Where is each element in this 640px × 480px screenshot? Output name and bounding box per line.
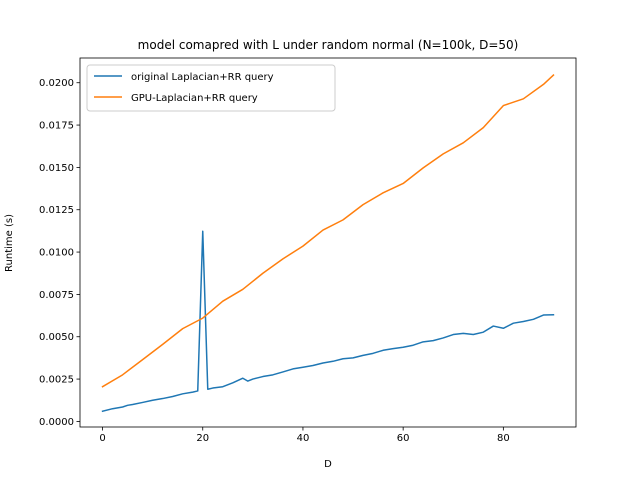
legend: original Laplacian+RR query GPU-Laplacian… [86, 64, 336, 112]
legend-box [86, 64, 336, 112]
chart-title: model comapred with L under random norma… [138, 38, 519, 52]
y-tick-label: 0.0100 [39, 248, 74, 259]
legend-label: GPU-Laplacian+RR query [131, 93, 258, 104]
y-tick-label: 0.0175 [39, 121, 74, 132]
y-tick-label: 0.0000 [39, 417, 74, 428]
series-line-2 [101, 74, 555, 388]
x-tick-label: 0 [99, 433, 105, 444]
y-tick-label: 0.0200 [39, 78, 74, 89]
y-tick-label: 0.0075 [39, 290, 74, 301]
x-axis: 0 20 40 60 80 [99, 427, 510, 444]
y-tick-label: 0.0025 [39, 375, 74, 386]
x-tick-label: 20 [196, 433, 209, 444]
y-tick-label: 0.0125 [39, 205, 74, 216]
x-tick-label: 40 [297, 433, 310, 444]
x-tick-label: 60 [397, 433, 410, 444]
series-line-1 [101, 230, 555, 413]
y-tick-label: 0.0150 [39, 163, 74, 174]
y-tick-label: 0.0050 [39, 332, 74, 343]
series-layer [101, 74, 555, 413]
y-axis: 0.0000 0.0025 0.0050 0.0075 0.0100 0.0125 0.01… [39, 78, 80, 428]
plot-area [79, 57, 577, 428]
y-axis-label: Runtime (s) [4, 214, 15, 272]
legend-label: original Laplacian+RR query [131, 72, 274, 83]
x-tick-label: 80 [497, 433, 510, 444]
x-axis-label: D [324, 459, 332, 470]
